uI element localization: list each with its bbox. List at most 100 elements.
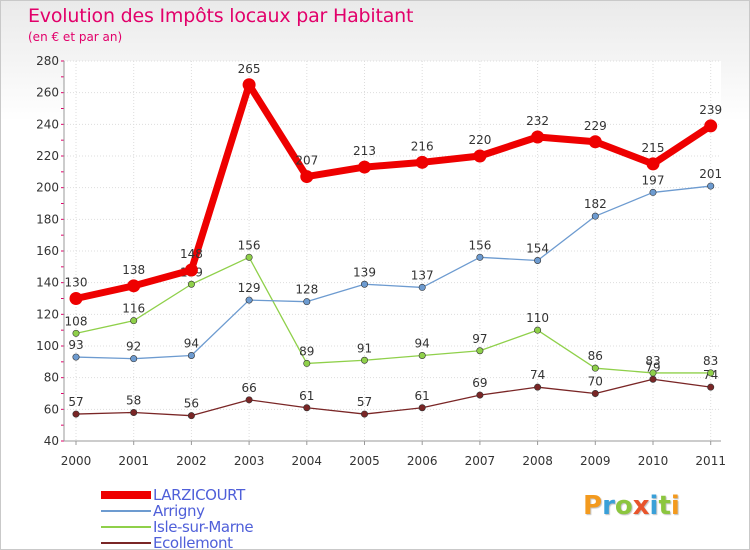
- data-point: [358, 160, 371, 174]
- data-point: [707, 182, 715, 190]
- logo-letter: i: [649, 491, 659, 521]
- data-label: 91: [357, 341, 372, 355]
- data-point: [591, 364, 599, 372]
- data-point: [707, 383, 715, 391]
- data-point: [245, 253, 253, 261]
- data-point: [303, 404, 311, 412]
- x-tick-label: 2001: [118, 454, 149, 468]
- x-tick-label: 2009: [580, 454, 611, 468]
- data-label: 108: [65, 314, 88, 328]
- logo-letter: i: [670, 491, 680, 521]
- data-point: [476, 253, 484, 261]
- data-label: 61: [299, 389, 314, 403]
- legend-item: Isle-sur-Marne: [101, 519, 361, 535]
- y-tick-label: 120: [36, 307, 59, 321]
- data-label: 97: [472, 332, 487, 346]
- data-point: [130, 408, 138, 416]
- data-point: [707, 369, 715, 377]
- x-tick-label: 2010: [638, 454, 669, 468]
- data-label: 94: [415, 337, 430, 351]
- data-point: [649, 188, 657, 196]
- proxiti-logo: Proxiti: [583, 491, 680, 521]
- data-label: 128: [295, 283, 318, 297]
- data-point: [360, 356, 368, 364]
- y-tick-label: 180: [36, 212, 59, 226]
- chart-subtitle: (en € et par an): [28, 30, 123, 44]
- data-point: [245, 396, 253, 404]
- data-label: 137: [411, 268, 434, 282]
- data-label: 116: [122, 302, 145, 316]
- legend-item: Ecollemont: [101, 534, 361, 550]
- y-tick-label: 200: [36, 181, 59, 195]
- data-point: [418, 351, 426, 359]
- data-point: [649, 369, 657, 377]
- data-point: [534, 256, 542, 264]
- data-point: [534, 326, 542, 334]
- data-point: [69, 292, 83, 305]
- data-point: [130, 355, 138, 363]
- x-tick-label: 2011: [695, 454, 726, 468]
- logo-letter: P: [583, 491, 603, 521]
- data-point: [303, 359, 311, 367]
- data-label: 156: [468, 238, 491, 252]
- legend-label: Arrigny: [153, 502, 205, 520]
- data-label: 86: [588, 349, 603, 363]
- data-point: [72, 353, 80, 361]
- data-point: [415, 155, 429, 169]
- logo-letter: t: [658, 491, 671, 521]
- data-label: 61: [415, 389, 430, 403]
- data-label: 57: [68, 395, 83, 409]
- data-label: 66: [241, 381, 256, 395]
- data-point: [300, 170, 314, 184]
- data-label: 94: [184, 337, 199, 351]
- data-point: [473, 149, 487, 163]
- x-tick-label: 2004: [292, 454, 323, 468]
- data-label: 216: [411, 139, 434, 153]
- logo-letter: x: [632, 491, 650, 521]
- series-line: [75, 378, 711, 417]
- data-label: 92: [126, 340, 141, 354]
- data-point: [418, 404, 426, 412]
- legend-label: Isle-sur-Marne: [153, 518, 254, 536]
- data-label: 220: [468, 133, 491, 147]
- logo-letter: o: [614, 491, 633, 521]
- data-point: [187, 412, 195, 420]
- legend-label: Ecollemont: [153, 534, 233, 550]
- x-tick-label: 2008: [522, 454, 553, 468]
- data-label: 69: [472, 376, 487, 390]
- data-point: [591, 212, 599, 220]
- legend-swatch: [101, 542, 151, 544]
- data-label: 83: [645, 354, 660, 368]
- plot-area: [64, 61, 721, 441]
- data-point: [130, 317, 138, 325]
- data-point: [184, 263, 198, 277]
- x-tick-label: 2007: [465, 454, 496, 468]
- y-tick-label: 220: [36, 149, 59, 163]
- series-ecollemont: 575856666157616974707974: [68, 360, 718, 420]
- data-label: 74: [530, 368, 545, 382]
- data-label: 138: [122, 263, 145, 277]
- y-tick-label: 280: [36, 54, 59, 68]
- data-point: [476, 391, 484, 399]
- data-label: 239: [699, 103, 722, 117]
- data-label: 197: [642, 173, 665, 187]
- x-tick-label: 2003: [234, 454, 265, 468]
- y-tick-label: 140: [36, 276, 59, 290]
- data-point: [245, 296, 253, 304]
- y-tick-label: 80: [44, 371, 59, 385]
- data-label: 148: [180, 247, 203, 261]
- series-arrigny: 93 92 94 129 128 139 137 156 154 182 197 201: [68, 167, 722, 363]
- y-tick-label: 160: [36, 244, 59, 258]
- data-label: 70: [588, 375, 603, 389]
- data-label: 79: [645, 360, 660, 374]
- data-point: [360, 280, 368, 288]
- data-point: [72, 329, 80, 337]
- series-line: [75, 256, 711, 374]
- data-label: 83: [703, 354, 718, 368]
- data-label: 207: [295, 154, 318, 168]
- data-label: 182: [584, 197, 607, 211]
- x-tick-label: 2005: [349, 454, 380, 468]
- logo-letter: r: [602, 491, 615, 521]
- legend-label: LARZICOURT: [153, 486, 245, 504]
- legend-swatch: [101, 526, 151, 528]
